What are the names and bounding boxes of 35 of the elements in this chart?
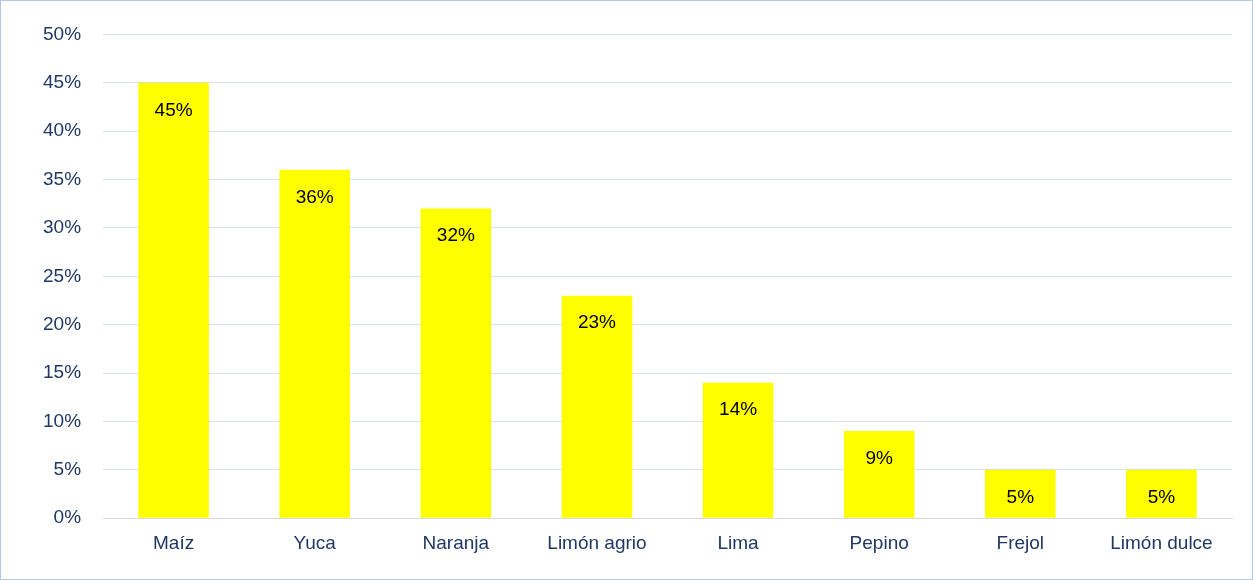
y-tick-label: 5%	[53, 458, 82, 480]
y-tick-label: 0%	[53, 506, 82, 528]
data-label: 45%	[154, 98, 193, 120]
x-tick-label: Lima	[717, 531, 760, 553]
bar	[138, 82, 209, 518]
bar	[1126, 469, 1197, 518]
data-label: 9%	[865, 446, 894, 468]
x-tick-label: Yuca	[293, 531, 337, 553]
data-label: 32%	[436, 224, 475, 246]
bar	[985, 469, 1056, 518]
data-label: 5%	[1147, 485, 1176, 507]
y-tick-label: 40%	[43, 119, 82, 141]
y-tick-label: 45%	[43, 71, 82, 93]
data-label: 23%	[577, 311, 617, 333]
y-tick-label: 25%	[43, 264, 82, 286]
bar	[702, 382, 774, 518]
y-tick-label: 20%	[43, 312, 82, 334]
y-tick-label: 35%	[43, 167, 82, 189]
bar	[420, 208, 492, 518]
x-tick-label: Maíz	[152, 531, 195, 553]
y-tick-label: 15%	[43, 361, 82, 383]
x-tick-label: Limón dulce	[1110, 531, 1213, 553]
x-tick-label: Pepino	[849, 531, 909, 553]
bar	[561, 295, 633, 518]
y-tick-label: 30%	[43, 216, 82, 238]
bar	[279, 169, 350, 518]
y-tick-label: 50%	[43, 22, 82, 44]
x-tick-label: Naranja	[422, 531, 490, 553]
data-label: 5%	[1006, 485, 1035, 507]
x-tick-label: Frejol	[996, 531, 1045, 553]
data-label: 36%	[295, 185, 334, 207]
data-label: 14%	[719, 398, 758, 420]
y-tick-label: 10%	[43, 409, 82, 431]
x-tick-label: Limón agrio	[547, 531, 647, 553]
bar	[843, 431, 915, 518]
